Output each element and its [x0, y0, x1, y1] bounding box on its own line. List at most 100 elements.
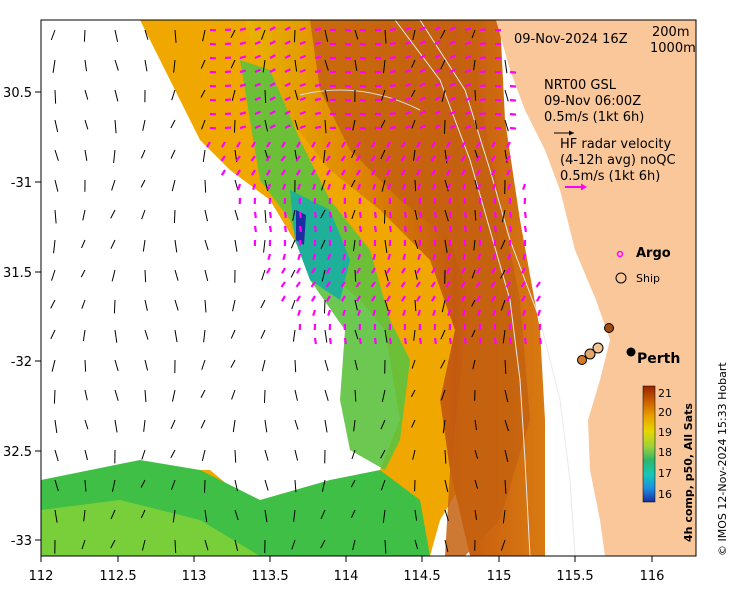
radar-vector [313, 337, 317, 345]
radar-vector [522, 253, 527, 261]
radar-vector [355, 295, 361, 302]
radar-vector [433, 225, 437, 233]
radar-vector [357, 183, 362, 191]
radar-vector [430, 281, 436, 288]
radar-vector [236, 141, 241, 148]
model-vector [110, 509, 116, 520]
model-vector [323, 149, 326, 163]
model-vector [354, 29, 359, 40]
radar-vector [359, 70, 367, 74]
radar-vector [359, 56, 367, 60]
radar-vector [326, 141, 331, 148]
radar-vector [433, 337, 437, 345]
radar-vector [460, 281, 466, 288]
model-vector [321, 179, 326, 191]
model-vector [411, 119, 416, 129]
radar-vector [328, 337, 332, 345]
radar-vector [298, 211, 302, 219]
radar-vector [266, 267, 271, 274]
radar-vector [299, 110, 307, 116]
radar-vector [239, 69, 247, 74]
model-vector [113, 149, 116, 164]
radar-vector [359, 126, 367, 130]
radar-vector [284, 110, 291, 115]
radar-vector [299, 124, 307, 130]
radar-vector [464, 55, 472, 60]
model-vector [504, 419, 509, 432]
model-vector [144, 59, 148, 72]
model-vector [230, 29, 236, 39]
radar-vector [370, 169, 376, 176]
model-vector [230, 59, 236, 69]
model-vector [50, 329, 56, 340]
radar-vector [283, 211, 287, 219]
radar-vector [280, 155, 286, 162]
model-vector [444, 509, 449, 522]
model-vector [200, 389, 206, 398]
radar-vector [434, 96, 441, 101]
radar-vector [312, 253, 317, 261]
radar-vector [415, 169, 421, 176]
radar-vector [490, 155, 496, 162]
model-scale-label: 0.5m/s (1kt 6h) [544, 110, 645, 125]
radar-vector [448, 225, 452, 233]
radar-vector [434, 40, 441, 45]
model-vector [144, 299, 148, 311]
ship-marker [577, 355, 587, 365]
model-vector [144, 359, 149, 371]
radar-vector [464, 41, 472, 46]
model-vector [474, 89, 477, 101]
radar-subtitle: (4-12h avg) noQC [560, 153, 676, 168]
model-vector [174, 299, 179, 311]
model-vector [201, 449, 206, 461]
radar-vector [327, 309, 332, 317]
model-vector [54, 509, 58, 523]
model-vector [413, 149, 416, 161]
model-vector [53, 389, 56, 404]
model-vector [352, 539, 356, 551]
model-vector [54, 179, 59, 192]
radar-vector [430, 295, 436, 302]
radar-vector [355, 169, 361, 176]
radar-vector [355, 155, 361, 162]
radar-vector [340, 295, 346, 302]
radar-vector [389, 41, 397, 46]
model-vector [232, 299, 236, 312]
colorbar-tick-label: 21 [658, 387, 672, 400]
radar-vector [523, 337, 527, 345]
model-vector [474, 509, 478, 521]
ship-markers [577, 323, 614, 365]
radar-vector [299, 96, 307, 102]
radar-vector [537, 309, 542, 317]
model-vector [504, 119, 509, 132]
model-vector [141, 539, 146, 551]
model-vector [171, 179, 176, 192]
model-vector [294, 119, 299, 130]
model-vector [234, 449, 237, 463]
x-tick-label: 116 [640, 569, 665, 584]
model-vector [200, 419, 206, 429]
radar-vector [284, 96, 291, 101]
radar-vector [389, 55, 397, 60]
radar-vector [463, 211, 467, 219]
radar-vector [389, 125, 397, 130]
radar-vector [522, 183, 527, 191]
radar-vector [479, 98, 487, 102]
radar-vector [492, 253, 497, 261]
model-vector [170, 419, 176, 429]
model-vector [380, 149, 386, 160]
model-vector [81, 539, 86, 550]
argo-legend-label: Argo [636, 246, 671, 261]
model-vector [294, 59, 298, 72]
radar-vector [418, 211, 422, 219]
radar-vector [464, 97, 472, 102]
model-vector [54, 149, 59, 161]
radar-vector [479, 112, 487, 116]
contour-200m [419, 20, 576, 556]
radar-vector [250, 155, 256, 162]
copyright-text: © IMOS 12-Nov-2024 15:33 Hobart [716, 362, 729, 556]
radar-vector [357, 309, 362, 317]
model-vector [291, 299, 296, 310]
model-vector [84, 389, 88, 401]
model-vector [384, 269, 389, 282]
